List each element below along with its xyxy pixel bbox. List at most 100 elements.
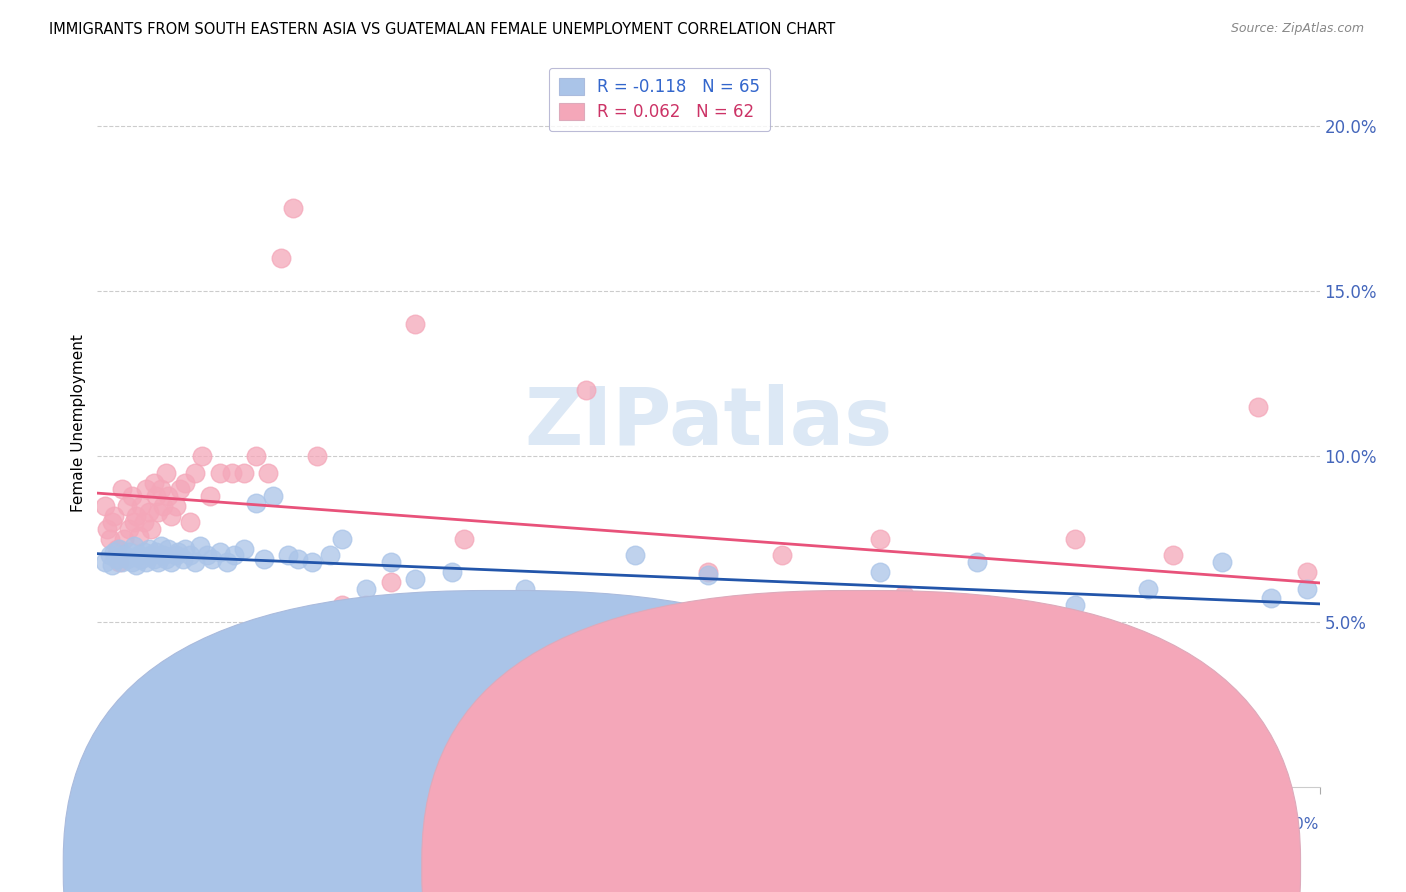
Point [191, 450, 214, 464]
Point [404, 572, 426, 586]
Point [307, 450, 329, 464]
Point [121, 555, 143, 569]
Point [125, 558, 148, 573]
Point [155, 466, 177, 480]
Point [318, 549, 340, 563]
Point [233, 466, 256, 480]
Point [262, 489, 284, 503]
Point [502, 664, 524, 678]
Point [188, 539, 211, 553]
Point [131, 551, 153, 566]
Point [98, 532, 121, 546]
Point [1161, 549, 1184, 563]
Point [93, 555, 115, 569]
Point [575, 383, 598, 397]
Point [165, 499, 187, 513]
Point [245, 450, 267, 464]
Point [208, 466, 231, 480]
Point [1296, 565, 1319, 579]
Point [142, 551, 165, 566]
Point [142, 475, 165, 490]
Point [195, 549, 218, 563]
Point [245, 495, 267, 509]
Point [893, 588, 915, 602]
Point [98, 549, 121, 563]
Point [159, 555, 181, 569]
Point [404, 317, 426, 331]
Point [354, 582, 377, 596]
Point [93, 499, 115, 513]
Point [121, 489, 143, 503]
Point [101, 516, 124, 530]
Point [112, 549, 135, 563]
Text: Source: ZipAtlas.com: Source: ZipAtlas.com [1230, 22, 1364, 36]
Point [135, 483, 157, 497]
Point [132, 545, 155, 559]
Point [96, 522, 118, 536]
Point [270, 251, 292, 265]
Point [201, 551, 224, 566]
Point [174, 541, 197, 556]
Point [167, 545, 190, 559]
Point [118, 545, 141, 559]
Point [453, 532, 475, 546]
Point [966, 631, 988, 645]
Point [128, 549, 150, 563]
Point [624, 549, 647, 563]
Point [869, 532, 891, 546]
Point [149, 483, 172, 497]
Point [1211, 555, 1233, 569]
Point [179, 549, 201, 563]
Point [115, 499, 138, 513]
Point [101, 558, 124, 573]
Point [257, 466, 280, 480]
Point [138, 506, 160, 520]
Point [380, 555, 402, 569]
Point [208, 545, 231, 559]
Point [172, 551, 194, 566]
Point [115, 551, 138, 566]
Text: 50.0%: 50.0% [1271, 817, 1320, 832]
Point [575, 674, 598, 689]
Point [152, 499, 174, 513]
Text: Immigrants from South Eastern Asia: Immigrants from South Eastern Asia [527, 860, 779, 874]
Point [139, 549, 162, 563]
Point [131, 499, 153, 513]
Point [105, 551, 128, 566]
Point [1260, 591, 1282, 606]
Point [277, 549, 299, 563]
Point [139, 522, 162, 536]
Point [108, 555, 131, 569]
Point [991, 640, 1014, 655]
Point [477, 640, 499, 655]
Point [869, 565, 891, 579]
Point [697, 568, 720, 582]
Point [1296, 582, 1319, 596]
Point [252, 551, 274, 566]
Text: 0.0%: 0.0% [97, 817, 136, 832]
Text: ZIPatlas: ZIPatlas [524, 384, 893, 462]
Point [157, 489, 180, 503]
Point [1088, 664, 1111, 678]
Point [157, 541, 180, 556]
Point [135, 555, 157, 569]
Point [281, 202, 304, 216]
Point [1137, 582, 1160, 596]
Point [155, 551, 177, 566]
Point [184, 555, 207, 569]
Point [148, 555, 170, 569]
Point [132, 516, 155, 530]
Point [513, 582, 536, 596]
Point [354, 598, 377, 612]
Point [215, 555, 238, 569]
Point [159, 508, 181, 523]
Point [224, 549, 246, 563]
Point [112, 532, 135, 546]
Point [1247, 400, 1270, 414]
Point [770, 549, 793, 563]
Point [108, 541, 131, 556]
Point [122, 516, 145, 530]
Point [105, 541, 128, 556]
Point [440, 565, 463, 579]
Point [380, 574, 402, 589]
